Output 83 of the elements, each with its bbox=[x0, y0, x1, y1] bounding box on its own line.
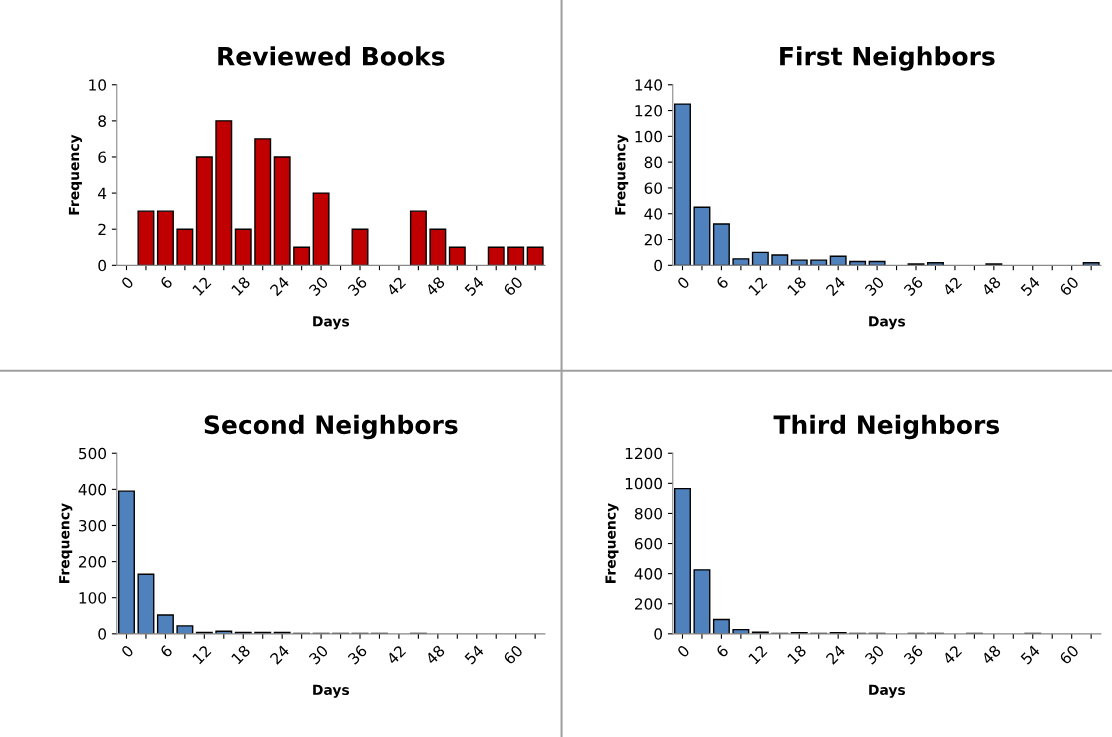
x-tick-label: 30 bbox=[864, 644, 885, 665]
x-tick-label: 12 bbox=[747, 276, 768, 296]
x-tick-label: 36 bbox=[903, 275, 924, 297]
chart-title: Second Neighbors bbox=[204, 414, 458, 440]
y-tick-label: 10 bbox=[89, 79, 107, 91]
x-tick-label: 54 bbox=[1020, 644, 1041, 665]
y-tick-label: 0 bbox=[98, 259, 107, 272]
x-tick-label: 54 bbox=[464, 644, 485, 665]
y-tick-label: 400 bbox=[78, 483, 107, 496]
y-axis-title: Frequency bbox=[605, 503, 619, 583]
x-tick-label: 60 bbox=[1058, 275, 1080, 297]
x-tick-label: 12 bbox=[191, 276, 212, 296]
x-tick-label: 48 bbox=[980, 275, 1002, 297]
x-tick-label: 6 bbox=[715, 275, 730, 290]
y-tick-label: 0 bbox=[654, 628, 663, 640]
x-tick-label: 0 bbox=[676, 644, 691, 659]
x-tick-label: 60 bbox=[502, 275, 524, 297]
y-tick-label: 60 bbox=[644, 182, 663, 194]
x-tick-label: 6 bbox=[715, 644, 730, 659]
x-axis-title: Days bbox=[313, 316, 350, 330]
y-tick-label: 600 bbox=[634, 538, 663, 550]
y-tick-label: 0 bbox=[654, 259, 663, 272]
y-tick-label: 100 bbox=[635, 130, 663, 143]
y-tick-label: 400 bbox=[634, 568, 663, 580]
x-axis-title: Days bbox=[869, 316, 906, 330]
x-tick-label: 36 bbox=[347, 644, 368, 665]
y-tick-label: 200 bbox=[79, 556, 107, 568]
y-axis-title: Frequency bbox=[68, 134, 83, 215]
y-tick-label: 20 bbox=[644, 233, 663, 246]
x-tick-label: 30 bbox=[308, 275, 329, 297]
y-axis-title: Frequency bbox=[59, 503, 73, 583]
x-tick-label: 18 bbox=[230, 275, 251, 296]
x-tick-label: 18 bbox=[786, 275, 807, 296]
x-tick-label: 42 bbox=[941, 644, 963, 665]
x-tick-label: 42 bbox=[385, 644, 407, 665]
x-tick-label: 24 bbox=[269, 275, 290, 297]
x-tick-label: 0 bbox=[120, 275, 135, 290]
chart-title: Third Neighbors bbox=[773, 414, 1000, 440]
x-tick-label: 48 bbox=[980, 644, 1002, 666]
x-tick-label: 42 bbox=[385, 276, 407, 297]
x-tick-label: 30 bbox=[864, 275, 885, 297]
x-tick-label: 12 bbox=[191, 644, 212, 665]
x-tick-label: 30 bbox=[308, 644, 329, 665]
y-tick-label: 80 bbox=[644, 156, 663, 169]
y-tick-label: 120 bbox=[635, 105, 663, 117]
x-tick-label: 18 bbox=[230, 644, 251, 665]
y-tick-label: 800 bbox=[634, 507, 663, 520]
y-tick-label: 2 bbox=[98, 223, 106, 236]
y-tick-label: 200 bbox=[635, 598, 663, 610]
x-tick-label: 48 bbox=[424, 275, 446, 297]
x-tick-label: 24 bbox=[825, 275, 846, 297]
y-axis-title: Frequency bbox=[615, 134, 629, 215]
y-tick-label: 100 bbox=[79, 592, 107, 604]
x-tick-label: 24 bbox=[825, 644, 846, 665]
x-tick-label: 24 bbox=[269, 644, 290, 665]
x-tick-label: 36 bbox=[347, 275, 368, 297]
x-tick-label: 54 bbox=[1020, 275, 1041, 297]
x-tick-label: 60 bbox=[1058, 644, 1080, 665]
x-tick-label: 60 bbox=[502, 644, 524, 665]
y-tick-label: 500 bbox=[79, 447, 107, 460]
x-tick-label: 0 bbox=[120, 644, 135, 659]
y-tick-label: 8 bbox=[98, 115, 106, 127]
y-tick-label: 140 bbox=[635, 79, 663, 91]
y-tick-label: 6 bbox=[98, 151, 107, 163]
x-tick-label: 42 bbox=[941, 276, 963, 297]
x-tick-label: 12 bbox=[747, 644, 768, 665]
x-axis-title: Days bbox=[869, 684, 906, 698]
y-tick-label: 300 bbox=[79, 519, 107, 532]
x-axis-title: Days bbox=[313, 684, 350, 698]
y-tick-label: 40 bbox=[644, 208, 663, 220]
y-tick-label: 1200 bbox=[625, 447, 663, 460]
y-tick-label: 4 bbox=[98, 187, 107, 199]
chart-title: Reviewed Books bbox=[218, 46, 445, 66]
x-tick-label: 0 bbox=[676, 275, 691, 290]
chart-title: First Neighbors bbox=[780, 46, 995, 71]
x-tick-label: 6 bbox=[159, 275, 174, 290]
y-tick-label: 1000 bbox=[625, 477, 663, 490]
x-tick-label: 6 bbox=[159, 644, 174, 659]
y-tick-label: 0 bbox=[98, 628, 107, 640]
x-tick-label: 54 bbox=[464, 275, 485, 297]
x-tick-label: 36 bbox=[903, 644, 924, 665]
x-tick-label: 18 bbox=[786, 644, 807, 665]
x-tick-label: 48 bbox=[424, 644, 446, 666]
